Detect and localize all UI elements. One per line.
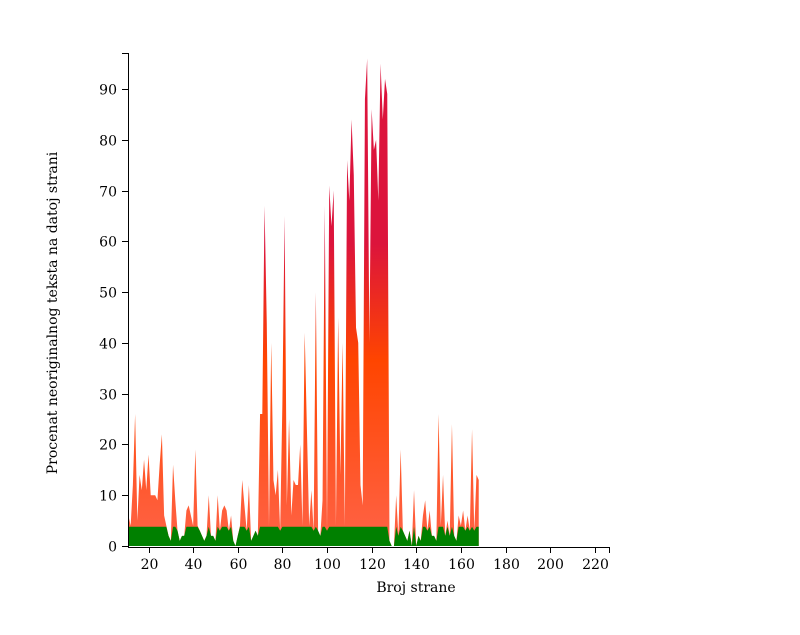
y-tick-label: 10 bbox=[99, 489, 117, 505]
x-tick-label: 40 bbox=[185, 557, 203, 573]
x-tick-label: 160 bbox=[448, 557, 475, 573]
x-tick-label: 180 bbox=[493, 557, 520, 573]
y-tick-label: 40 bbox=[99, 337, 117, 353]
x-tick-label: 120 bbox=[359, 557, 386, 573]
y-tick-label: 30 bbox=[99, 388, 117, 404]
y-tick-label: 70 bbox=[99, 185, 117, 201]
x-tick-label: 220 bbox=[582, 557, 609, 573]
x-axis-title: Broj strane bbox=[376, 580, 455, 596]
y-axis-title: Procenat neoriginalnog teksta na datoj s… bbox=[45, 151, 61, 474]
x-tick-label: 200 bbox=[537, 557, 564, 573]
y-tick-label: 60 bbox=[99, 235, 117, 251]
series-area bbox=[128, 58, 479, 546]
y-tick-label: 20 bbox=[99, 438, 117, 454]
x-tick-label: 80 bbox=[274, 557, 292, 573]
y-tick-label: 50 bbox=[99, 286, 117, 302]
axes: 0 10 20 30 40 50 60 70 80 90 20 40 60 80 100 120 140 160 1… bbox=[99, 53, 610, 573]
x-tick-label: 100 bbox=[314, 557, 341, 573]
x-tick-label: 20 bbox=[141, 557, 159, 573]
baseline-band bbox=[128, 526, 479, 546]
x-tick-label: 140 bbox=[403, 557, 430, 573]
plot-area bbox=[128, 58, 479, 546]
y-tick-label: 0 bbox=[108, 540, 117, 556]
y-tick-label: 90 bbox=[99, 83, 117, 99]
x-tick-label: 60 bbox=[230, 557, 248, 573]
y-tick-label: 80 bbox=[99, 134, 117, 150]
